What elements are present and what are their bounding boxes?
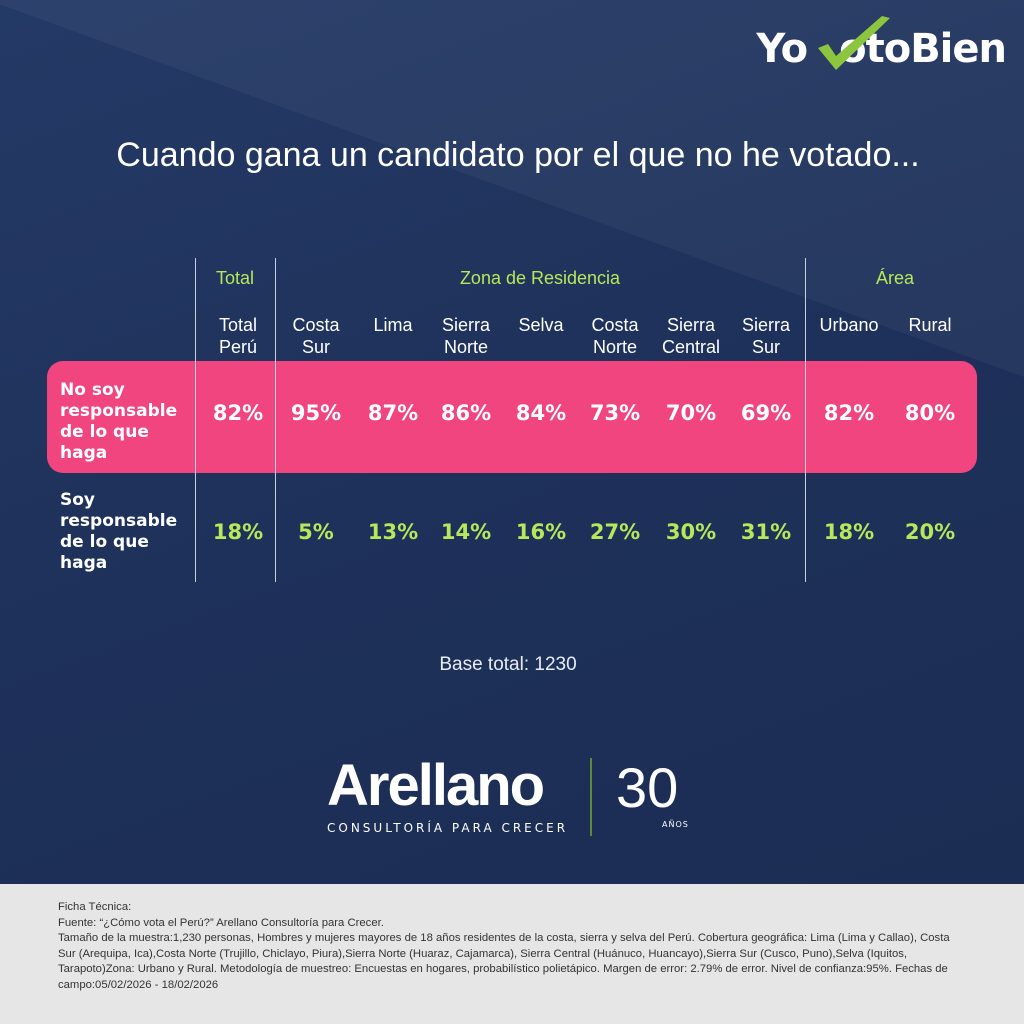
data-cell: 73% [589,401,641,425]
column-header: Sierra Central [661,315,721,357]
checkmark-icon [818,16,891,70]
data-cell: 16% [515,520,567,544]
data-cell: 27% [589,520,641,544]
column-header: Total Perú [218,315,258,357]
column-header: Sierra Norte [441,315,490,357]
anniversary-number: 30 [616,756,679,819]
footer-details: Tamaño de la muestra:1,230 personas, Hom… [58,932,950,991]
column-divider [805,258,806,582]
data-cell: 84% [515,401,567,425]
logo-divider [590,758,592,836]
results-table: Total Zona de Residencia Área Total Perú Cos… [0,258,1024,582]
technical-sheet: Ficha Técnica: Fuente: “¿Cómo vota el Pe… [0,884,1024,1024]
yovotobien-logo: Yo otoBien [756,16,1007,72]
row-label: Soy responsable de lo que haga [60,490,178,573]
column-header: Urbano [819,315,879,335]
data-cell: 13% [367,520,419,544]
data-cell: 14% [440,520,492,544]
anniversary-label: AÑOS [662,820,689,829]
data-cell: 80% [904,401,956,425]
group-header: Área [875,268,915,288]
column-divider [275,258,276,582]
column-header: Selva [518,315,564,335]
data-cell: 30% [665,520,717,544]
column-header: Costa Sur [292,315,340,357]
data-cell: 86% [440,401,492,425]
footer-heading: Ficha Técnica: [58,901,132,913]
data-cell: 18% [212,520,264,544]
data-cell: 82% [212,401,264,425]
arellano-logo: Arellano CONSULTORÍA PARA CRECER [327,753,569,835]
column-header: Costa Norte [591,315,639,357]
data-cell: 70% [665,401,717,425]
page-title: Cuando gana un candidato por el que no h… [116,136,920,174]
data-cell: 82% [823,401,875,425]
data-cell: 18% [823,520,875,544]
data-cell: 69% [740,401,792,425]
data-cell: 31% [740,520,792,544]
base-total: Base total: 1230 [439,654,577,675]
highlight-row-background [47,361,977,473]
data-cell: 95% [290,401,342,425]
data-cell: 20% [904,520,956,544]
group-header: Zona de Residencia [459,268,621,288]
column-header: Sierra Sur [741,315,790,357]
data-cell: 5% [298,520,334,544]
column-header: Rural [908,315,952,335]
group-header: Total [215,268,255,288]
column-divider [195,258,196,582]
data-cell: 87% [367,401,419,425]
column-header: Lima [373,315,413,335]
row-label: No soy responsable de lo que haga [60,380,178,463]
footer-source: Fuente: “¿Cómo vota el Perú?” Arellano C… [58,916,384,929]
